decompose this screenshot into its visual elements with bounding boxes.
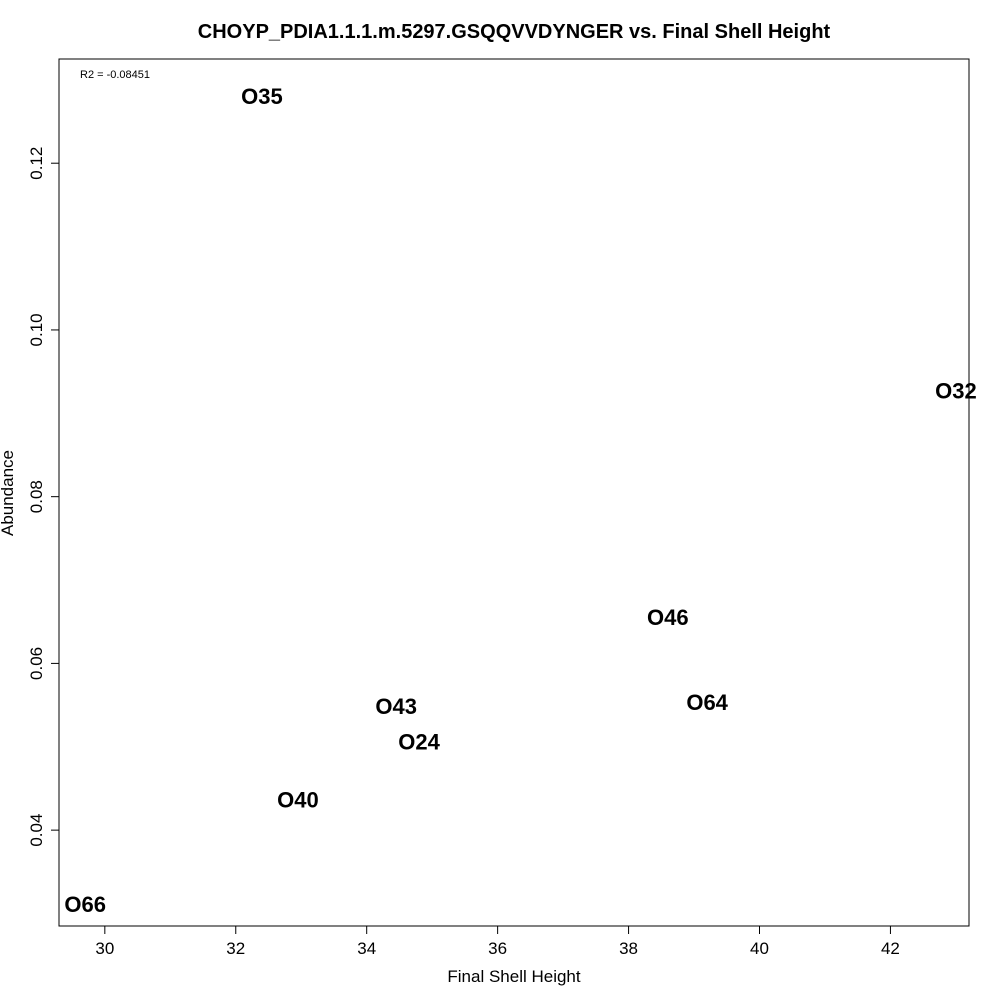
x-tick-label: 36 <box>488 939 507 958</box>
point-label-o35: O35 <box>241 84 283 109</box>
point-label-o46: O46 <box>647 605 689 630</box>
y-axis-label: Abundance <box>0 450 17 536</box>
chart-title: CHOYP_PDIA1.1.1.m.5297.GSQQVVDYNGER vs. … <box>198 21 831 43</box>
r2-annotation: R2 = -0.08451 <box>80 69 150 81</box>
y-tick-label: 0.12 <box>27 147 46 180</box>
y-tick-label: 0.06 <box>27 647 46 680</box>
y-tick-label: 0.04 <box>27 814 46 847</box>
point-label-o40: O40 <box>277 788 319 813</box>
data-points: O35 O32 O46 O64 O43 O24 O40 O66 <box>64 84 976 917</box>
y-axis: 0.04 0.06 0.08 0.10 0.12 <box>27 147 60 847</box>
y-tick-label: 0.08 <box>27 480 46 513</box>
x-tick-label: 38 <box>619 939 638 958</box>
x-tick-label: 30 <box>95 939 114 958</box>
plot-frame <box>58 58 970 927</box>
x-tick-label: 34 <box>357 939 376 958</box>
point-label-o43: O43 <box>375 694 417 719</box>
point-label-o24: O24 <box>398 729 440 754</box>
x-tick-label: 32 <box>226 939 245 958</box>
x-axis: 30 32 34 36 38 40 42 <box>95 925 900 958</box>
x-tick-label: 40 <box>750 939 769 958</box>
x-axis-label: Final Shell Height <box>447 967 581 986</box>
x-tick-label: 42 <box>881 939 900 958</box>
point-label-o66: O66 <box>64 892 106 917</box>
point-label-o64: O64 <box>686 690 728 715</box>
y-tick-label: 0.10 <box>27 313 46 346</box>
point-label-o32: O32 <box>935 378 977 403</box>
